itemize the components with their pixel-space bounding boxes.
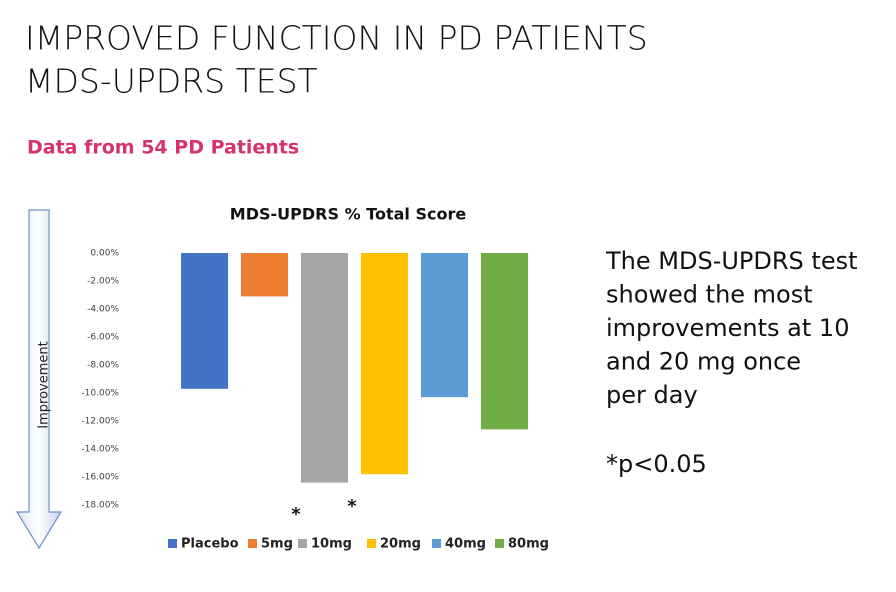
significance-marker: * <box>347 496 357 517</box>
legend-label: Placebo <box>181 537 239 552</box>
legend-label: 20mg <box>380 537 421 552</box>
side-text-line: and 20 mg once <box>606 348 801 376</box>
arrow-label: Improvement <box>37 341 52 428</box>
y-tick-label: -2.00% <box>87 277 119 287</box>
legend-label: 5mg <box>261 537 293 552</box>
bar <box>301 253 348 483</box>
legend-swatch <box>298 539 307 548</box>
y-tick-label: -12.00% <box>81 417 119 427</box>
footnote: *p<0.05 <box>606 450 707 478</box>
y-tick-label: -18.00% <box>81 501 119 511</box>
significance-marker: * <box>291 504 301 525</box>
legend-swatch <box>495 539 504 548</box>
legend-swatch <box>168 539 177 548</box>
y-tick-label: -8.00% <box>87 361 119 371</box>
y-tick-label: -6.00% <box>87 333 119 343</box>
bar <box>421 253 468 398</box>
y-tick-label: -10.00% <box>81 389 119 399</box>
side-text: The MDS-UPDRS test showed the most improve… <box>605 247 858 409</box>
side-text-line: improvements at 10 <box>606 314 849 342</box>
bar <box>241 253 288 297</box>
slide-title: IMPROVED FUNCTION IN PD PATIENTS <box>25 19 648 58</box>
bar <box>361 253 408 475</box>
y-tick-label: -16.00% <box>81 473 119 483</box>
chart-title: MDS-UPDRS % Total Score <box>230 205 467 224</box>
subtitle: Data from 54 PD Patients <box>27 137 299 159</box>
legend-label: 40mg <box>445 537 486 552</box>
side-text-line: per day <box>606 381 698 409</box>
legend-swatch <box>367 539 376 548</box>
bar <box>481 253 528 430</box>
side-text-line: showed the most <box>606 281 813 309</box>
bar <box>181 253 228 389</box>
slide-title: MDS-UPDRS TEST <box>25 62 318 101</box>
legend-swatch <box>432 539 441 548</box>
y-tick-label: -14.00% <box>81 445 119 455</box>
legend-label: 80mg <box>508 537 549 552</box>
y-tick-label: -4.00% <box>87 305 119 315</box>
side-text-line: The MDS-UPDRS test <box>605 247 858 275</box>
legend-label: 10mg <box>311 537 352 552</box>
y-tick-label: 0.00% <box>90 249 119 259</box>
legend-swatch <box>248 539 257 548</box>
improvement-arrow <box>15 209 63 550</box>
